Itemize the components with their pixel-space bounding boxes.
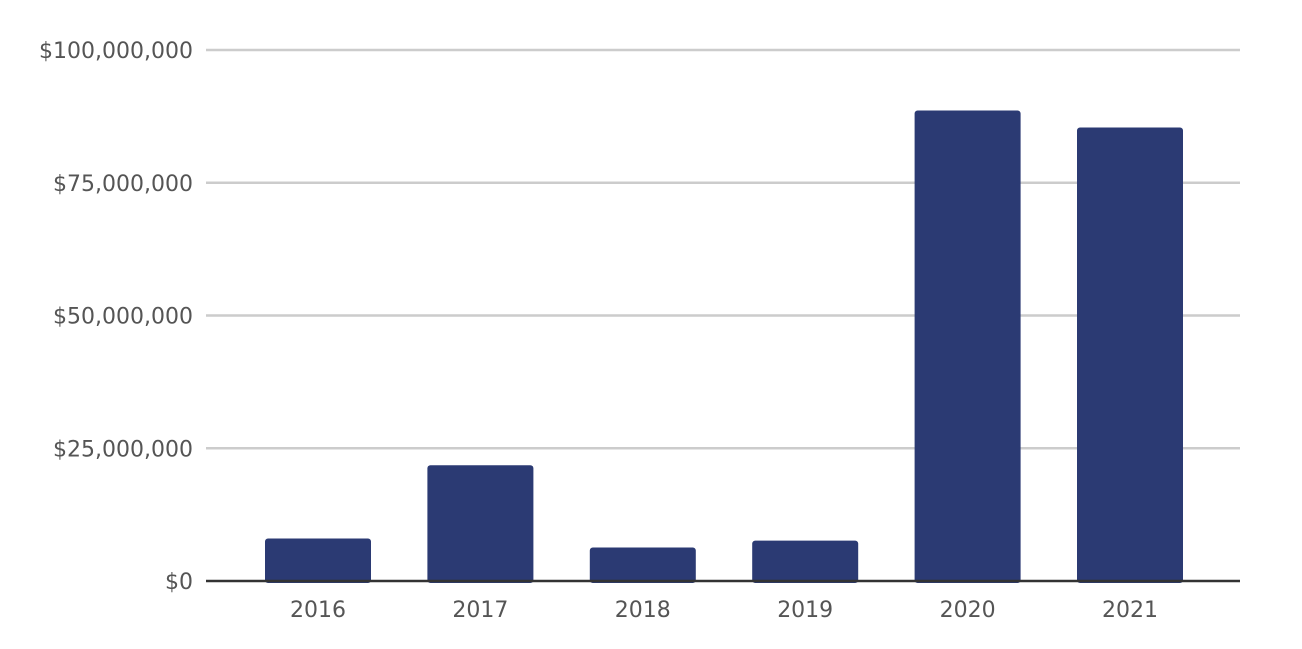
- y-axis-ticks: $0 $25,000,000 $50,000,000 $75,000,000 $100,…: [39, 39, 193, 595]
- bar-2016: [265, 538, 371, 583]
- bar-2017: [427, 465, 534, 583]
- y-tick-label: $25,000,000: [53, 437, 193, 462]
- grid-layer: [206, 48, 1240, 450]
- x-tick-label: 2020: [940, 598, 996, 623]
- y-tick-label: $0: [165, 570, 193, 595]
- x-tick-label: 2021: [1102, 598, 1158, 623]
- y-tick-label: $50,000,000: [53, 305, 193, 330]
- y-tick-label: $75,000,000: [53, 172, 193, 197]
- bar-2020: [914, 110, 1021, 583]
- bar-2021: [1077, 127, 1183, 583]
- x-tick-label: 2016: [290, 598, 346, 623]
- bars: [265, 110, 1183, 583]
- x-tick-label: 2018: [615, 598, 671, 623]
- x-tick-label: 2017: [452, 598, 508, 623]
- x-tick-label: 2019: [777, 598, 833, 623]
- bar-2019: [752, 540, 859, 583]
- x-axis-ticks: 2016 2017 2018 2019 2020 2021: [290, 598, 1158, 623]
- y-tick-label: $100,000,000: [39, 39, 193, 64]
- bar-2018: [589, 547, 696, 583]
